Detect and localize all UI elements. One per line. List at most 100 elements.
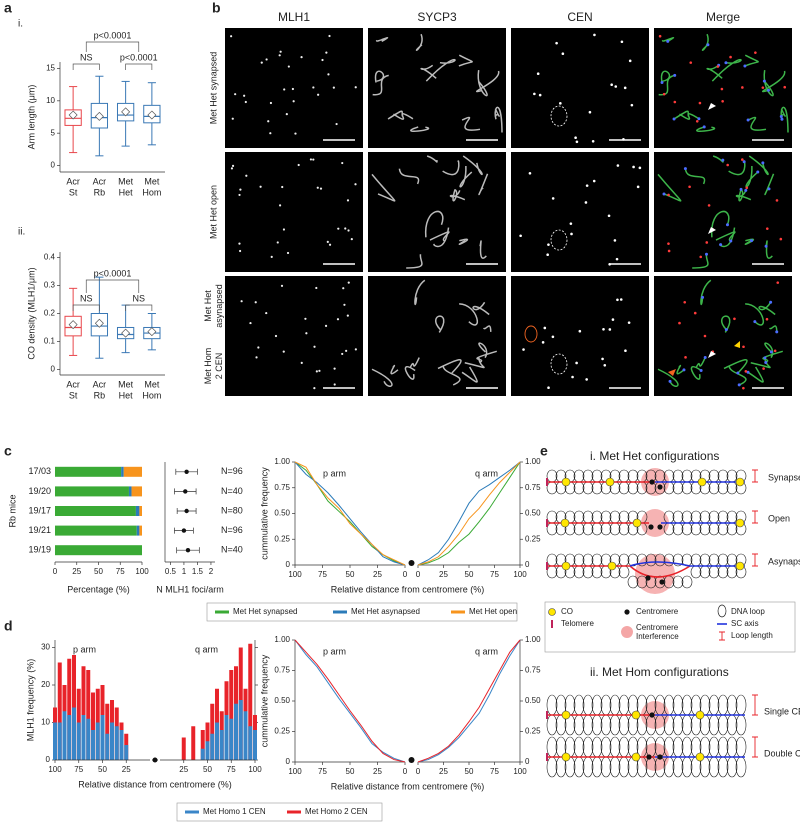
- y-axis-label: cummulative frequency: [259, 467, 269, 560]
- centromere-signal: [615, 257, 619, 261]
- dna-loop: [546, 736, 558, 758]
- x-tick-label: 50: [98, 765, 107, 774]
- centromere-signal: [559, 102, 562, 105]
- x-axis-label: Relative distance from centromere (%): [78, 779, 232, 789]
- arrowhead: [708, 227, 716, 234]
- x-tick-label: 75: [227, 765, 236, 774]
- focus: [297, 163, 300, 167]
- focus: [346, 314, 349, 317]
- focus: [274, 334, 278, 338]
- focus: [341, 352, 344, 356]
- focus: [292, 100, 295, 103]
- legend-label: Met Het asynapsed: [351, 607, 420, 616]
- cumulative-line: [294, 461, 406, 566]
- annotation: N=40: [221, 486, 243, 496]
- focus: [335, 122, 338, 126]
- dna-loop: [546, 553, 558, 567]
- x-tick-label: Met: [144, 379, 160, 389]
- annotation: p<0.0001: [120, 52, 158, 62]
- x-tick-label: 0: [416, 767, 421, 776]
- dna-loop: [681, 694, 693, 716]
- y-tick-label: 0.3: [44, 281, 56, 290]
- axis-strand: [478, 173, 489, 196]
- axis-strand: [461, 116, 481, 131]
- centromere-signal: [619, 298, 623, 301]
- loop-length: [752, 694, 758, 716]
- dna-loop: [591, 481, 603, 495]
- dna-loop: [663, 756, 675, 778]
- x-tick-label: Met: [144, 176, 160, 186]
- axis-strand: [758, 301, 776, 316]
- histogram-bar: [229, 670, 234, 760]
- dna-loop: [645, 553, 657, 567]
- centromere-signal: [519, 234, 522, 238]
- axis-strand: [433, 227, 450, 248]
- loop-length: [752, 469, 758, 483]
- dna-loop: [726, 553, 738, 567]
- annotation: p<0.0001: [94, 30, 132, 40]
- dna-loop: [663, 694, 675, 716]
- dna-loop: [717, 469, 729, 483]
- centromere-signal: [624, 349, 627, 352]
- focus: [230, 35, 233, 38]
- axis-strand: [479, 240, 487, 259]
- axis-strand: [476, 350, 497, 364]
- arrowhead: [708, 351, 716, 358]
- focus: [286, 251, 290, 255]
- x-tick-label: 100: [288, 767, 302, 776]
- dna-loop: [546, 694, 558, 716]
- column-header: Merge: [706, 10, 740, 24]
- image-background: [511, 28, 649, 148]
- dna-loop: [582, 565, 594, 579]
- crossover: [631, 752, 641, 762]
- annotation: N=80: [221, 505, 243, 515]
- centromere-signal: [638, 166, 642, 170]
- x-tick-label: 50: [465, 767, 474, 776]
- merge-focus: [744, 370, 748, 373]
- axis-strand: [442, 365, 461, 386]
- legend-label: SC axis: [731, 619, 759, 628]
- focus: [309, 158, 313, 161]
- histogram-bar: [95, 722, 100, 760]
- merge-focus: [683, 300, 687, 304]
- centromere-signal: [578, 329, 582, 333]
- merge-cen: [668, 379, 672, 383]
- centromere-signal: [620, 40, 624, 44]
- x-tick-label: 100: [288, 570, 302, 579]
- dna-loop: [582, 510, 594, 524]
- dna-loop: [708, 522, 720, 536]
- bar-segment: [121, 466, 124, 477]
- merge-cen: [780, 117, 784, 121]
- arm-label: q arm: [475, 468, 498, 478]
- focus: [239, 249, 242, 253]
- focus: [318, 369, 321, 372]
- dna-loop: [591, 756, 603, 778]
- dna-loop: [708, 694, 720, 716]
- config-label: Asynapsed: [768, 556, 800, 566]
- dna-loop: [627, 553, 639, 567]
- histogram-bar: [86, 718, 91, 760]
- x-tick-label: 0.5: [165, 567, 177, 576]
- crossover: [735, 518, 745, 528]
- cumulative-line: [417, 639, 521, 763]
- y-tick-label: 0.1: [44, 337, 56, 346]
- column-header: CEN: [567, 10, 592, 24]
- dna-loop: [735, 756, 747, 778]
- merge-cen: [769, 350, 773, 354]
- dna-loop: [663, 553, 675, 567]
- merge-cen: [779, 115, 783, 119]
- dna-loop: [573, 553, 585, 567]
- axis-strand: [398, 168, 420, 185]
- axis-strand: [426, 155, 438, 163]
- x-tick-label: 75: [116, 567, 125, 576]
- histogram-bar: [224, 715, 229, 760]
- dna-loop: [672, 510, 684, 524]
- dna-loop: [618, 736, 630, 758]
- axis-strand: [761, 70, 786, 93]
- x-tick-label: 1.5: [192, 567, 204, 576]
- dna-loop: [681, 736, 693, 758]
- dna-loop: [546, 714, 558, 736]
- focus: [304, 317, 307, 320]
- y-tick-label: 1.00: [274, 635, 290, 644]
- dna-loop: [600, 694, 612, 716]
